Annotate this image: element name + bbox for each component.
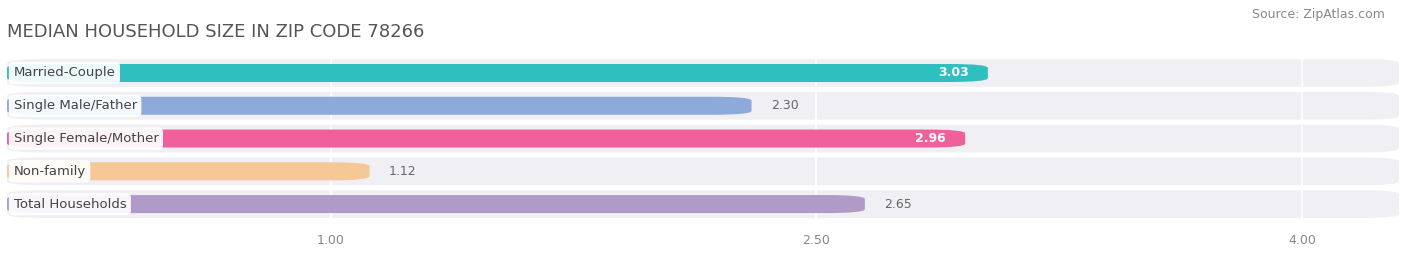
Text: MEDIAN HOUSEHOLD SIZE IN ZIP CODE 78266: MEDIAN HOUSEHOLD SIZE IN ZIP CODE 78266 <box>7 23 425 41</box>
Text: Single Male/Father: Single Male/Father <box>14 99 136 112</box>
Text: Non-family: Non-family <box>14 165 86 178</box>
FancyBboxPatch shape <box>7 157 1399 185</box>
Text: Total Households: Total Households <box>14 197 127 211</box>
FancyBboxPatch shape <box>7 92 1399 120</box>
FancyBboxPatch shape <box>7 190 1399 218</box>
FancyBboxPatch shape <box>7 125 1399 153</box>
FancyBboxPatch shape <box>7 97 752 115</box>
FancyBboxPatch shape <box>7 162 370 180</box>
FancyBboxPatch shape <box>7 59 1399 87</box>
Text: 2.30: 2.30 <box>770 99 799 112</box>
Text: 2.96: 2.96 <box>915 132 946 145</box>
FancyBboxPatch shape <box>7 195 865 213</box>
Text: 2.65: 2.65 <box>884 197 912 211</box>
Text: 1.12: 1.12 <box>389 165 416 178</box>
Text: Single Female/Mother: Single Female/Mother <box>14 132 159 145</box>
FancyBboxPatch shape <box>7 129 965 147</box>
Text: Married-Couple: Married-Couple <box>14 66 115 80</box>
Text: Source: ZipAtlas.com: Source: ZipAtlas.com <box>1251 8 1385 21</box>
FancyBboxPatch shape <box>7 64 988 82</box>
Text: 3.03: 3.03 <box>938 66 969 80</box>
